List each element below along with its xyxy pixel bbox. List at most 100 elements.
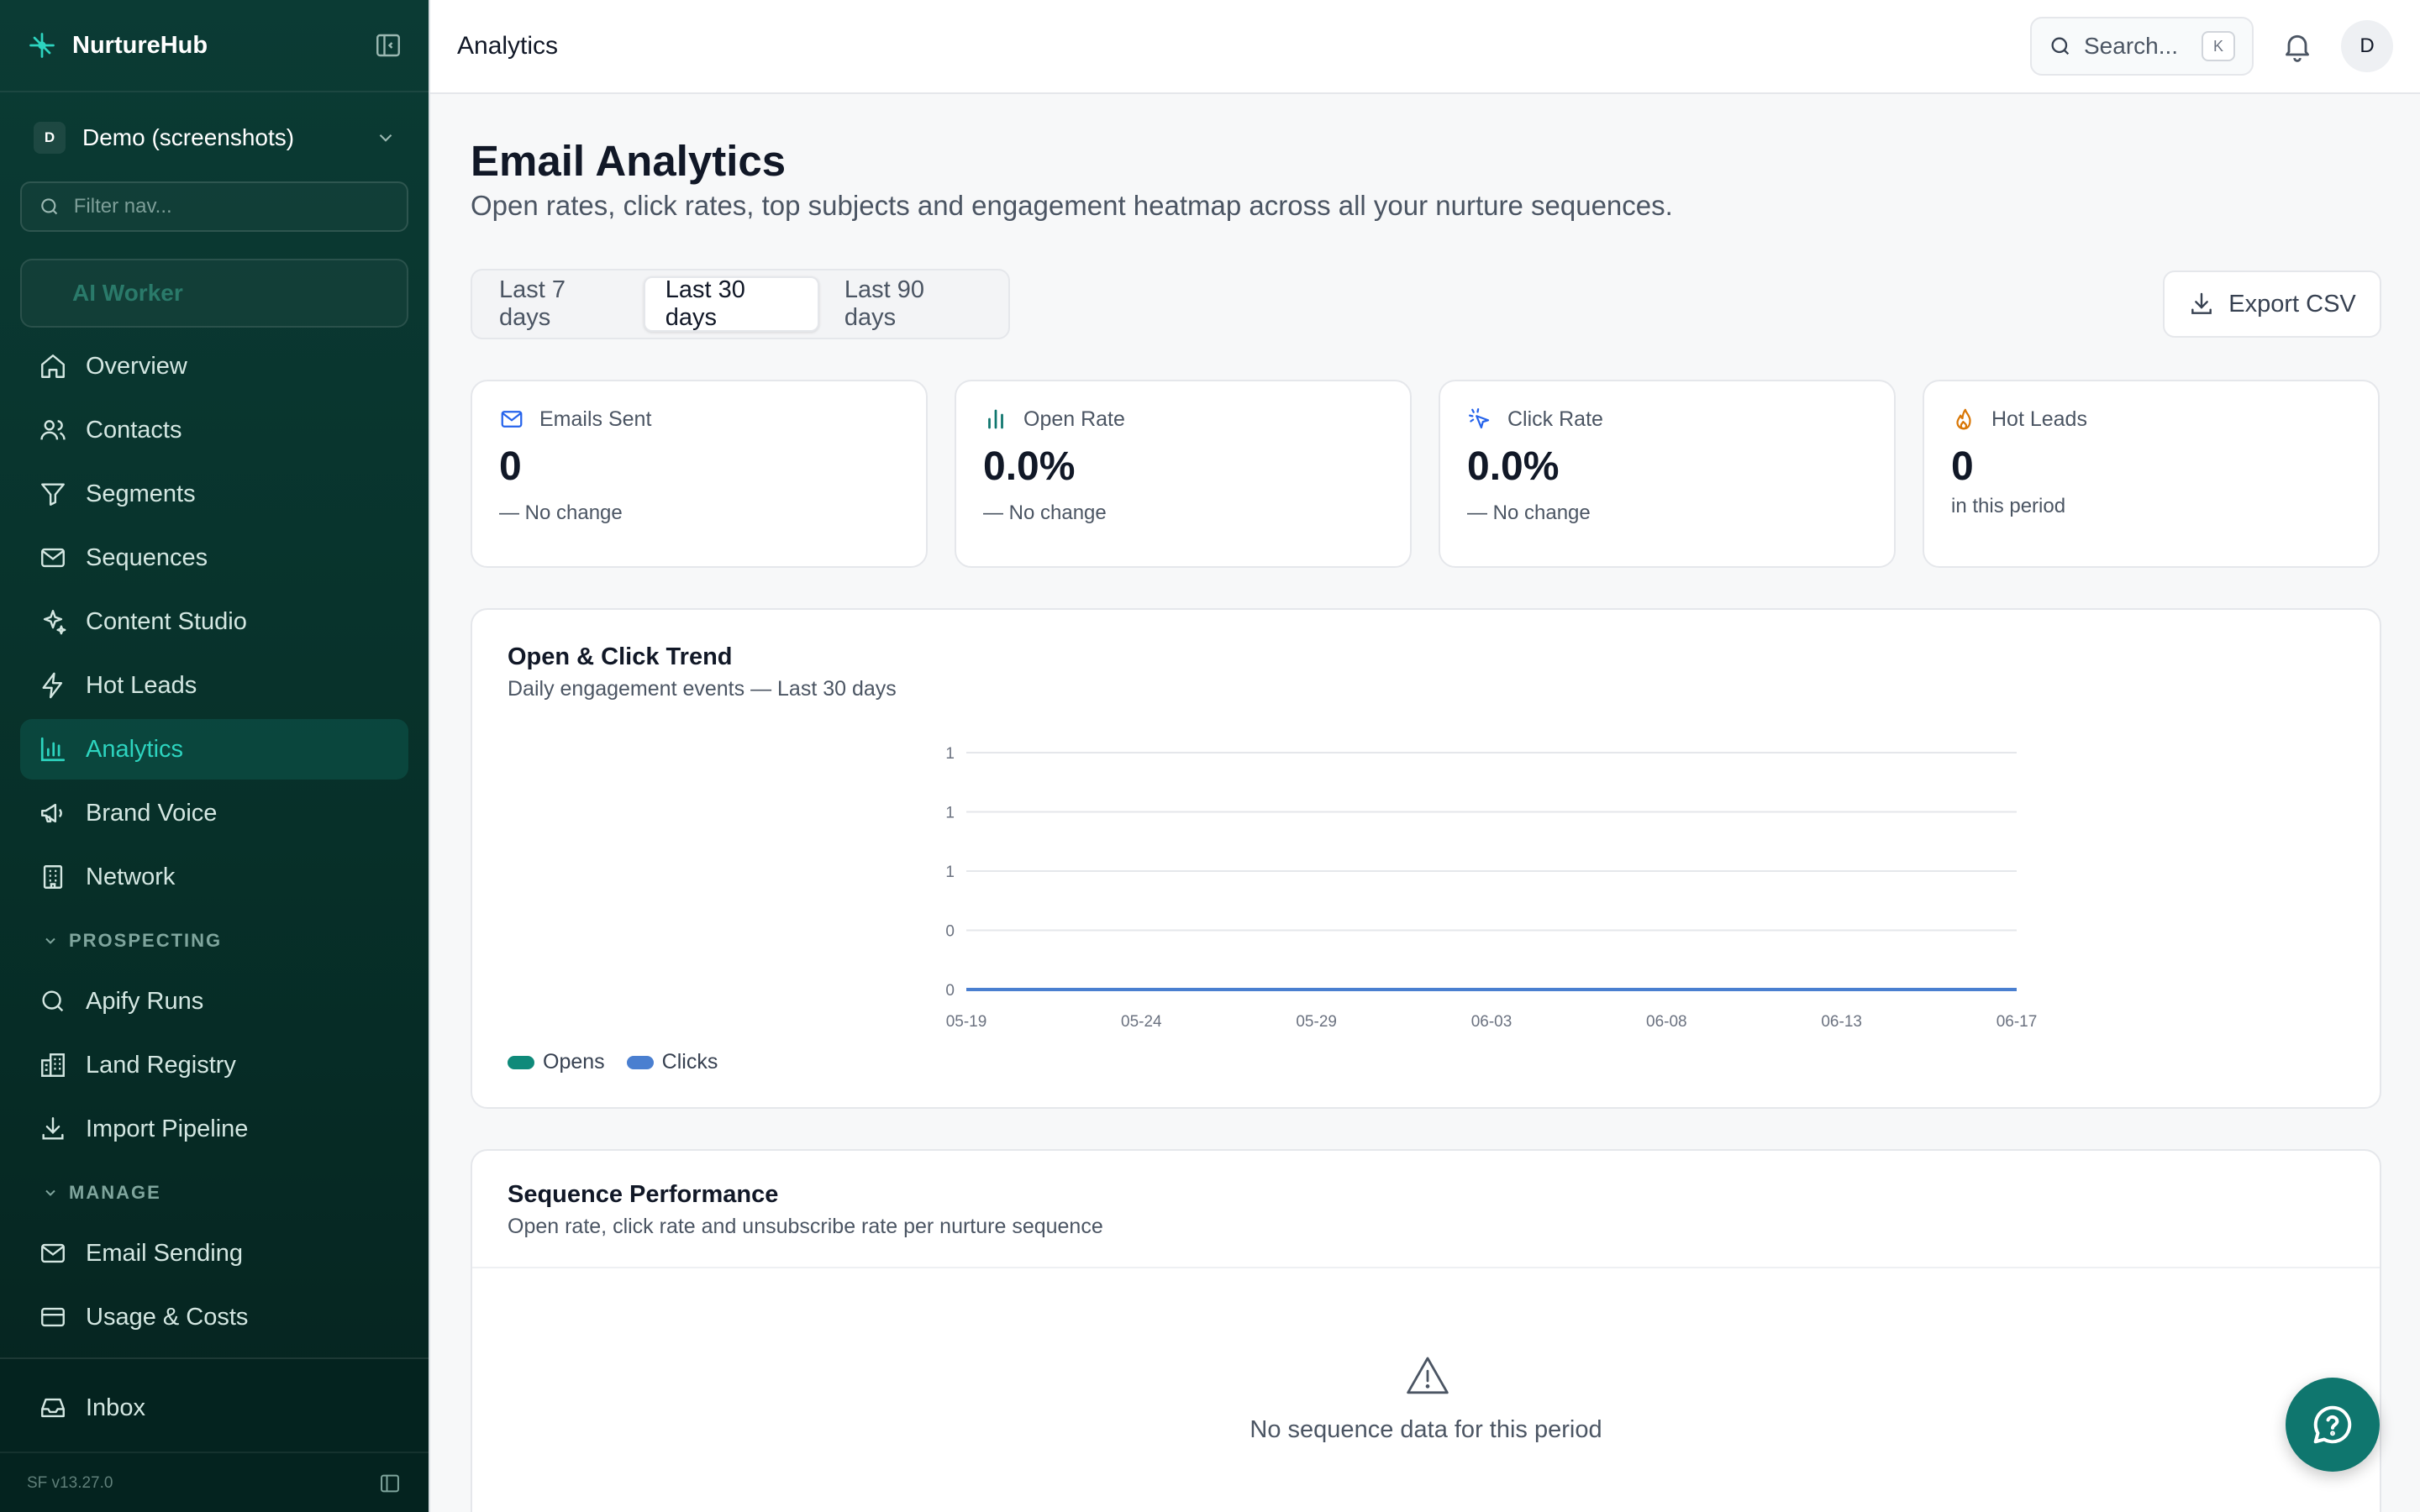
- range-last-7-days[interactable]: Last 7 days: [499, 276, 566, 331]
- logo-icon: [29, 33, 55, 58]
- filter-icon: [41, 483, 65, 506]
- stat-card-emails-sent: Emails Sent 0 — No change: [471, 380, 928, 568]
- stat-card-click-rate: Click Rate 0.0% — No change: [1439, 380, 1896, 568]
- stat-value: 0: [1951, 444, 1974, 489]
- sidebar-item-label: Brand Voice: [86, 799, 218, 827]
- sidebar-item-hot-leads[interactable]: Hot Leads: [20, 655, 408, 716]
- chevron-down-icon: [45, 1189, 55, 1196]
- chevron-down-icon: [379, 134, 392, 142]
- sidebar-item-contacts[interactable]: Contacts: [20, 400, 408, 460]
- download-icon: [42, 1117, 64, 1140]
- app-name: NurtureHub: [72, 31, 208, 59]
- x-tick-label: 06-17: [1996, 1013, 2038, 1031]
- sidebar-item-label: Overview: [86, 352, 187, 380]
- sidebar: NurtureHub D Demo (screenshots) AI Worke…: [0, 0, 430, 1512]
- sidebar-item-label: Segments: [86, 480, 196, 507]
- sidebar-item-network[interactable]: Network: [20, 847, 408, 907]
- sidebar-item-segments[interactable]: Segments: [20, 464, 408, 524]
- help-chat-icon: [2313, 1405, 2352, 1444]
- page-title: Email Analytics: [471, 137, 786, 185]
- section-prospecting[interactable]: PROSPECTING: [20, 911, 408, 971]
- y-tick-label: 1: [945, 864, 955, 881]
- sidebar-item-label: Network: [86, 863, 176, 890]
- mail-icon: [501, 411, 523, 428]
- nav-filter-input[interactable]: [73, 195, 390, 218]
- megaphone-icon: [41, 803, 62, 823]
- sidebar-item-import-pipeline[interactable]: Import Pipeline: [20, 1099, 408, 1159]
- flame-icon: [1956, 408, 1971, 430]
- x-tick-label: 05-24: [1121, 1013, 1162, 1031]
- stat-period: in this period: [1951, 495, 2066, 517]
- x-tick-label: 06-13: [1821, 1013, 1862, 1031]
- zap-icon: [42, 672, 63, 699]
- range-last-30-days[interactable]: Last 30 days: [643, 276, 819, 332]
- trend-chart: 0 0 1 1 1 05-19 05-24 05-29 06-03 06-08 06-13 06-17: [945, 745, 2038, 1031]
- main-nav: Overview Contacts Segments Sequences Con…: [20, 336, 408, 1351]
- stat-label: Click Rate: [1507, 407, 1603, 431]
- ai-worker-button[interactable]: AI Worker: [20, 259, 408, 328]
- legend-item-opens[interactable]: Opens: [508, 1050, 605, 1074]
- y-tick-label: 1: [945, 805, 955, 822]
- global-search-button[interactable]: Search... K: [2030, 17, 2254, 76]
- legend-label: Opens: [543, 1050, 605, 1074]
- date-range-selector: Last 7 days Last 30 days Last 90 days: [471, 269, 1010, 339]
- y-tick-label: 0: [945, 982, 955, 1000]
- sidebar-item-usage-costs[interactable]: Usage & Costs: [20, 1287, 408, 1347]
- bell-icon[interactable]: [2281, 29, 2314, 63]
- card-subtitle: Open rate, click rate and unsubscribe ra…: [508, 1215, 1103, 1238]
- sidebar-item-label: Inbox: [86, 1394, 145, 1421]
- building-icon: [43, 865, 63, 889]
- section-manage[interactable]: MANAGE: [20, 1163, 408, 1223]
- range-last-90-days[interactable]: Last 90 days: [844, 276, 925, 331]
- sidebar-item-analytics[interactable]: Analytics: [20, 719, 408, 780]
- legend-swatch: [508, 1055, 534, 1069]
- sidebar-item-brand-voice[interactable]: Brand Voice: [20, 783, 408, 843]
- bar-chart-icon: [40, 737, 66, 762]
- sidebar-item-sequences[interactable]: Sequences: [20, 528, 408, 588]
- legend-item-clicks[interactable]: Clicks: [626, 1050, 718, 1074]
- home-icon: [41, 354, 65, 378]
- chart-legend: Opens Clicks: [508, 1050, 739, 1074]
- export-csv-button[interactable]: Export CSV: [2163, 270, 2381, 338]
- nav-filter[interactable]: [20, 181, 408, 232]
- workspace-name: Demo (screenshots): [82, 124, 295, 150]
- x-tick-label: 05-29: [1296, 1013, 1337, 1031]
- help-chat-button[interactable]: [2286, 1378, 2380, 1472]
- sidebar-toggle-icon[interactable]: [378, 1472, 402, 1495]
- warning-icon: [1407, 1357, 1449, 1394]
- stat-label: Open Rate: [1023, 407, 1125, 431]
- sidebar-item-label: Usage & Costs: [86, 1303, 249, 1331]
- sidebar-item-content-studio[interactable]: Content Studio: [20, 591, 408, 652]
- section-title: PROSPECTING: [69, 930, 223, 951]
- search-label: Search...: [2084, 33, 2179, 59]
- y-tick-label: 0: [945, 923, 955, 941]
- sidebar-item-land-registry[interactable]: Land Registry: [20, 1035, 408, 1095]
- sidebar-item-overview[interactable]: Overview: [20, 336, 408, 396]
- credit-card-icon: [41, 1307, 65, 1327]
- user-avatar[interactable]: D: [2341, 20, 2393, 72]
- stat-change: — No change: [983, 501, 1107, 524]
- bar-chart-icon: [988, 409, 1003, 429]
- workspace-switcher[interactable]: D Demo (screenshots): [20, 108, 410, 168]
- collapse-sidebar-icon[interactable]: [373, 30, 403, 60]
- card-subtitle: Daily engagement events — Last 30 days: [508, 677, 897, 701]
- legend-label: Clicks: [661, 1050, 718, 1074]
- card-title: Sequence Performance: [508, 1181, 779, 1208]
- cursor-click-icon: [1469, 408, 1490, 429]
- page-breadcrumb: Analytics: [457, 32, 559, 60]
- sidebar-item-inbox[interactable]: Inbox: [20, 1378, 408, 1438]
- sidebar-footer: Inbox SF v13.27.0: [0, 1357, 429, 1512]
- export-label: Export CSV: [2228, 290, 2356, 318]
- open-click-trend-card: Open & Click Trend Daily engagement even…: [471, 608, 2381, 1109]
- y-tick-label: 1: [945, 745, 955, 763]
- sidebar-item-label: Import Pipeline: [86, 1115, 249, 1142]
- sidebar-item-email-sending[interactable]: Email Sending: [20, 1223, 408, 1284]
- building-office-icon: [41, 1053, 65, 1077]
- brand-row: NurtureHub: [0, 0, 430, 92]
- sidebar-item-label: Email Sending: [86, 1239, 243, 1267]
- sidebar-item-label: Apify Runs: [86, 987, 204, 1015]
- sidebar-item-apify-runs[interactable]: Apify Runs: [20, 971, 408, 1032]
- divider: [472, 1267, 2380, 1268]
- sidebar-item-label: Contacts: [86, 416, 182, 444]
- stat-value: 0.0%: [1467, 444, 1560, 489]
